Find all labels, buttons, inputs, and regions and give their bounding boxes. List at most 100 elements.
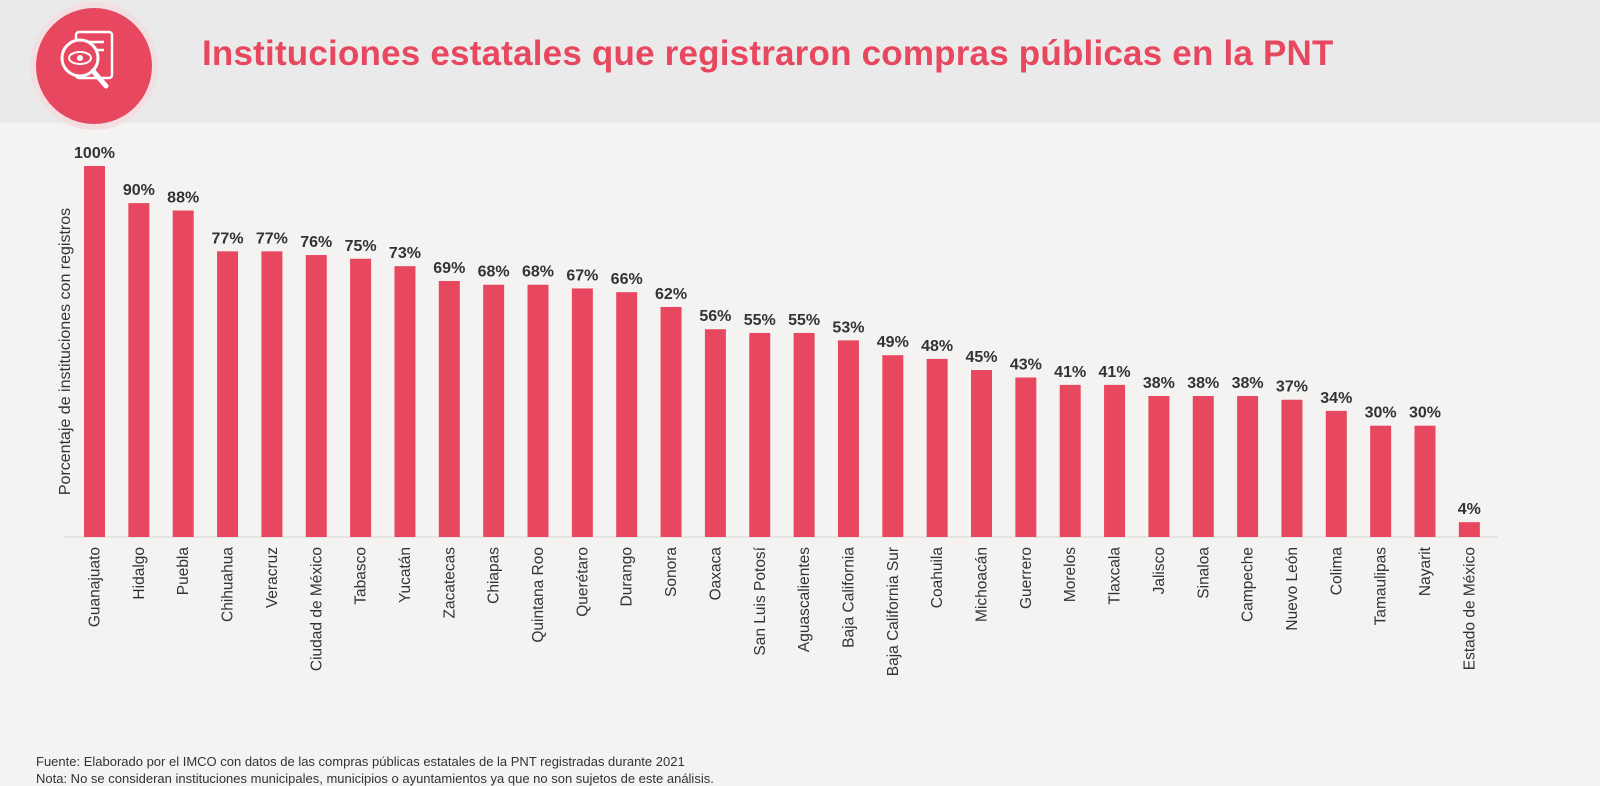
- category-label: Ciudad de México: [308, 547, 325, 671]
- bar: [527, 284, 549, 537]
- bar: [1059, 384, 1081, 537]
- data-label: 30%: [1365, 405, 1397, 422]
- header-band: Instituciones estatales que registraron …: [0, 0, 1600, 124]
- data-label: 37%: [1276, 379, 1308, 396]
- bar: [926, 358, 948, 537]
- data-label: 67%: [566, 267, 598, 284]
- data-label: 38%: [1143, 375, 1175, 392]
- data-label: 38%: [1232, 375, 1264, 392]
- category-label: Colima: [1328, 547, 1345, 596]
- data-label: 88%: [167, 190, 199, 207]
- bar: [1192, 396, 1214, 537]
- data-label: 4%: [1458, 501, 1481, 518]
- data-label: 41%: [1054, 364, 1086, 381]
- bar: [660, 306, 682, 537]
- data-label: 55%: [744, 312, 776, 329]
- bar: [1370, 425, 1392, 537]
- data-label: 49%: [877, 334, 909, 351]
- category-label: Baja California Sur: [885, 547, 902, 676]
- document-magnifier-icon: [36, 8, 152, 124]
- category-label: Sonora: [663, 547, 680, 597]
- category-label: Querétaro: [574, 547, 591, 617]
- category-label: Chiapas: [486, 547, 503, 604]
- bar: [217, 251, 239, 537]
- category-label: Quintana Roo: [530, 547, 547, 643]
- source-footnote: Fuente: Elaborado por el IMCO con datos …: [36, 754, 685, 769]
- category-label: Jalisco: [1151, 547, 1168, 594]
- category-label: Coahuila: [929, 547, 946, 609]
- bar: [350, 258, 372, 537]
- bar: [305, 255, 327, 538]
- data-label: 48%: [921, 338, 953, 355]
- category-label: Tlaxcala: [1107, 547, 1124, 605]
- bar: [1325, 410, 1347, 537]
- category-label: Guerrero: [1018, 547, 1035, 609]
- data-label: 38%: [1187, 375, 1219, 392]
- category-label: Nuevo León: [1284, 547, 1301, 631]
- bar: [84, 166, 105, 537]
- data-label: 55%: [788, 312, 820, 329]
- data-label: 77%: [256, 230, 288, 247]
- category-label: Aguascalientes: [796, 547, 813, 652]
- category-label: Hidalgo: [131, 547, 148, 600]
- data-label: 53%: [832, 319, 864, 336]
- category-label: Yucatán: [397, 547, 414, 603]
- data-label: 77%: [212, 230, 244, 247]
- bar: [1015, 377, 1037, 537]
- bar: [172, 210, 194, 537]
- bar: [1104, 384, 1126, 537]
- bar: [882, 355, 904, 537]
- category-label: Oaxaca: [707, 547, 724, 601]
- category-label: Nayarit: [1417, 546, 1434, 596]
- data-label: 43%: [1010, 356, 1042, 373]
- data-label: 68%: [522, 264, 554, 281]
- bar-chart: Porcentaje de instituciones con registro…: [57, 145, 1498, 676]
- bar: [438, 281, 460, 537]
- category-label: Durango: [619, 547, 636, 606]
- bar: [837, 340, 859, 537]
- category-label: San Luis Potosí: [752, 546, 769, 655]
- data-label: 76%: [300, 234, 332, 251]
- category-label: Puebla: [175, 547, 192, 596]
- category-label: Morelos: [1062, 547, 1079, 602]
- bar: [749, 332, 771, 537]
- bar: [704, 329, 726, 537]
- data-label: 100%: [74, 145, 115, 162]
- data-label: 73%: [389, 245, 421, 262]
- data-label: 56%: [699, 308, 731, 325]
- chart-area: Porcentaje de instituciones con registro…: [0, 123, 1600, 743]
- bar: [1281, 399, 1303, 537]
- bar: [571, 288, 593, 537]
- category-label: Estado de México: [1461, 547, 1478, 670]
- data-label: 34%: [1320, 390, 1352, 407]
- bar: [1414, 425, 1436, 537]
- bar: [971, 370, 992, 537]
- data-label: 66%: [611, 271, 643, 288]
- data-label: 69%: [433, 260, 465, 277]
- bar: [1237, 396, 1259, 537]
- bar: [128, 203, 150, 537]
- bar: [394, 266, 416, 537]
- category-label: Michoacán: [974, 547, 991, 622]
- category-label: Zacatecas: [441, 547, 458, 619]
- page-title: Instituciones estatales que registraron …: [202, 34, 1334, 73]
- data-label: 62%: [655, 286, 687, 303]
- category-label: Tabasco: [353, 547, 370, 605]
- bar: [1148, 396, 1170, 537]
- category-label: Sinaloa: [1195, 547, 1212, 599]
- data-label: 68%: [478, 264, 510, 281]
- y-axis-label: Porcentaje de instituciones con registro…: [57, 208, 74, 495]
- note-footnote: Nota: No se consideran instituciones mun…: [36, 771, 714, 786]
- category-label: Baja California: [840, 547, 857, 648]
- bar: [261, 251, 283, 537]
- bar: [793, 332, 815, 537]
- data-label: 30%: [1409, 405, 1441, 422]
- category-label: Veracruz: [264, 547, 281, 608]
- data-label: 45%: [965, 349, 997, 366]
- category-label: Tamaulipas: [1373, 547, 1390, 626]
- data-label: 41%: [1099, 364, 1131, 381]
- category-label: Chihuahua: [220, 547, 237, 622]
- category-label: Guanajuato: [87, 547, 104, 627]
- bar: [1458, 522, 1480, 537]
- data-label: 90%: [123, 182, 155, 199]
